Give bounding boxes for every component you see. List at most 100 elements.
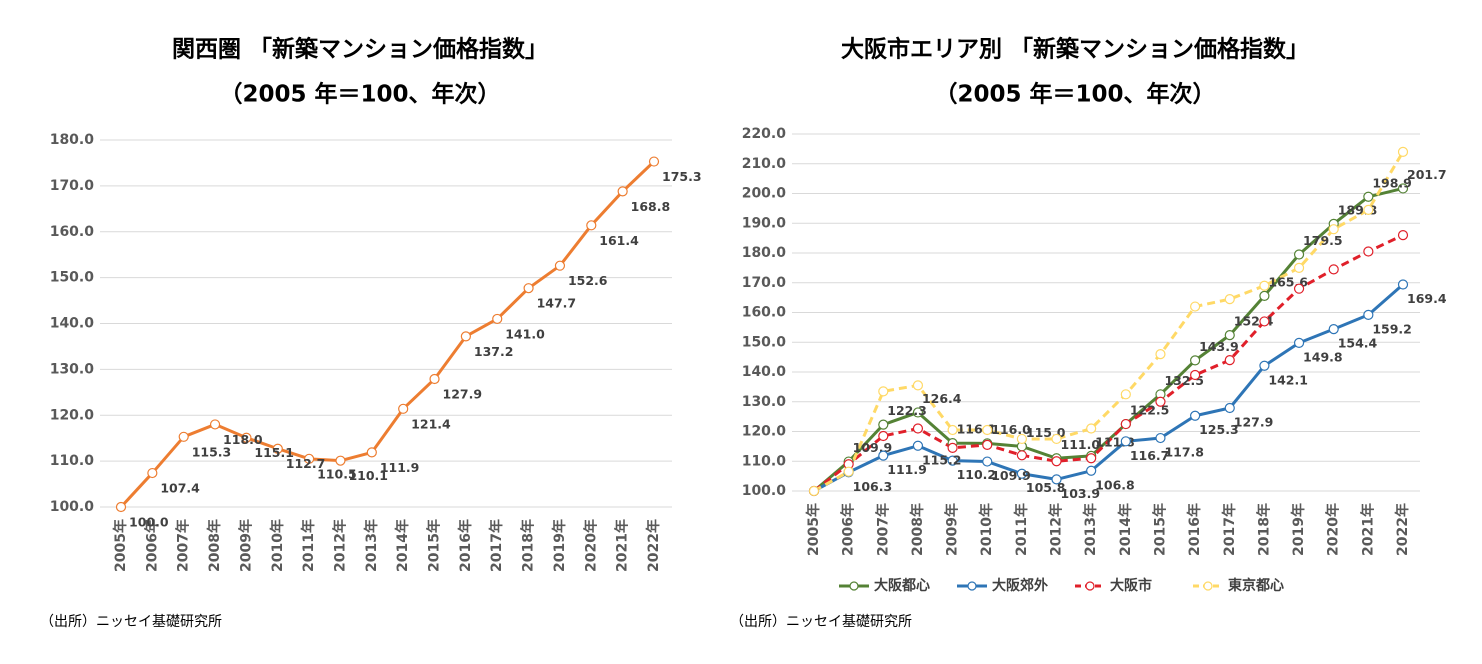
- data-label: 103.9: [1061, 486, 1101, 501]
- data-point: [147, 467, 158, 479]
- y-tick-label: 140.0: [50, 316, 95, 332]
- data-label: 126.4: [922, 391, 962, 406]
- x-tick-label: 2006年: [143, 519, 160, 572]
- data-point: [617, 186, 628, 197]
- data-point: [947, 442, 958, 453]
- x-tick-label: 2008年: [206, 519, 223, 572]
- data-point: [115, 501, 127, 513]
- x-tick-label: 2019年: [551, 519, 568, 572]
- data-point: [878, 419, 889, 430]
- data-point: [878, 386, 889, 397]
- data-label: 116.0: [991, 422, 1031, 437]
- y-tick-label: 180.0: [50, 132, 95, 148]
- y-tick-label: 220.0: [742, 126, 787, 142]
- x-tick-label: 2009年: [944, 503, 961, 556]
- data-point: [304, 453, 315, 464]
- x-tick-label: 2010年: [269, 519, 286, 572]
- x-tick-label: 2020年: [582, 519, 599, 572]
- data-label: 110.2: [957, 467, 997, 482]
- legend-marker: [1203, 581, 1213, 591]
- data-point: [1190, 301, 1201, 312]
- data-point: [523, 283, 534, 294]
- data-point: [1016, 468, 1027, 479]
- data-point: [209, 419, 221, 430]
- y-tick-label: 120.0: [742, 424, 787, 440]
- series-line: [813, 283, 1404, 493]
- x-tick-label: 2020年: [1325, 503, 1342, 556]
- x-tick-label: 2011年: [1013, 503, 1030, 556]
- data-label: 152.6: [568, 273, 608, 288]
- data-point: [1190, 355, 1201, 366]
- y-tick-label: 100.0: [50, 499, 95, 515]
- data-point: [982, 424, 993, 436]
- data-point: [1259, 316, 1270, 327]
- data-point: [1155, 396, 1166, 407]
- data-point: [366, 447, 377, 458]
- data-point: [1293, 249, 1305, 260]
- data-point: [1363, 191, 1374, 202]
- x-tick-label: 2016年: [457, 519, 474, 572]
- data-label: 106.8: [1095, 477, 1135, 492]
- legend-label: 大阪都心: [874, 577, 930, 594]
- data-label: 112.7: [286, 456, 326, 471]
- y-tick-label: 150.0: [50, 270, 95, 286]
- x-tick-label: 2015年: [1151, 503, 1168, 556]
- x-tick-label: 2007年: [175, 519, 192, 572]
- data-label: 175.3: [662, 169, 702, 184]
- data-point: [1224, 355, 1235, 366]
- y-tick-label: 160.0: [50, 224, 95, 240]
- x-tick-label: 2017年: [1221, 503, 1238, 556]
- series-line: [813, 151, 1405, 493]
- data-point: [947, 455, 958, 466]
- y-tick-label: 120.0: [50, 407, 95, 423]
- data-point: [878, 430, 889, 442]
- data-label: 198.9: [1372, 175, 1412, 190]
- data-label: 111.9: [887, 462, 927, 477]
- data-label: 159.2: [1372, 321, 1412, 336]
- data-point: [1363, 204, 1374, 215]
- data-point: [982, 456, 993, 467]
- y-tick-label: 190.0: [742, 215, 787, 231]
- data-point: [912, 380, 924, 391]
- data-point: [982, 439, 993, 450]
- data-label: 110.5: [317, 466, 357, 481]
- data-label: 110.1: [348, 468, 388, 483]
- data-point: [586, 220, 597, 231]
- x-tick-label: 2014年: [394, 519, 411, 572]
- data-point: [947, 424, 958, 436]
- data-point: [241, 432, 252, 443]
- data-label: 109.9: [991, 468, 1031, 483]
- legend-label: 大阪郊外: [992, 577, 1048, 594]
- data-point: [1016, 450, 1027, 461]
- x-tick-label: 2021年: [614, 519, 631, 572]
- data-point: [1363, 309, 1374, 320]
- data-point: [178, 431, 189, 442]
- data-label: 125.3: [1199, 422, 1239, 437]
- data-label: 115.1: [254, 445, 294, 460]
- data-point: [1016, 433, 1027, 445]
- data-label: 121.4: [411, 416, 451, 431]
- y-tick-label: 200.0: [742, 186, 787, 202]
- data-label: 127.9: [1234, 414, 1274, 429]
- data-label: 169.4: [1407, 291, 1447, 306]
- data-point: [1293, 337, 1305, 348]
- data-label: 141.0: [505, 326, 545, 341]
- data-point: [912, 407, 924, 418]
- y-tick-label: 170.0: [742, 275, 787, 291]
- data-point: [1224, 294, 1235, 305]
- x-tick-label: 2006年: [840, 503, 857, 556]
- data-label: 147.7: [537, 296, 577, 311]
- data-label: 154.4: [1338, 336, 1378, 351]
- data-point: [843, 466, 854, 477]
- x-tick-label: 2011年: [300, 519, 317, 572]
- x-tick-label: 2022年: [1394, 503, 1411, 556]
- data-label: 115.3: [192, 444, 232, 459]
- data-label: 105.8: [1026, 480, 1066, 495]
- legend-label: 東京都心: [1228, 577, 1284, 594]
- x-tick-label: 2012年: [1048, 503, 1065, 556]
- x-tick-label: 2014年: [1117, 503, 1134, 556]
- data-point: [1397, 279, 1409, 290]
- y-tick-label: 180.0: [742, 245, 787, 261]
- source-note: （出所）ニッセイ基礎研究所: [730, 613, 912, 630]
